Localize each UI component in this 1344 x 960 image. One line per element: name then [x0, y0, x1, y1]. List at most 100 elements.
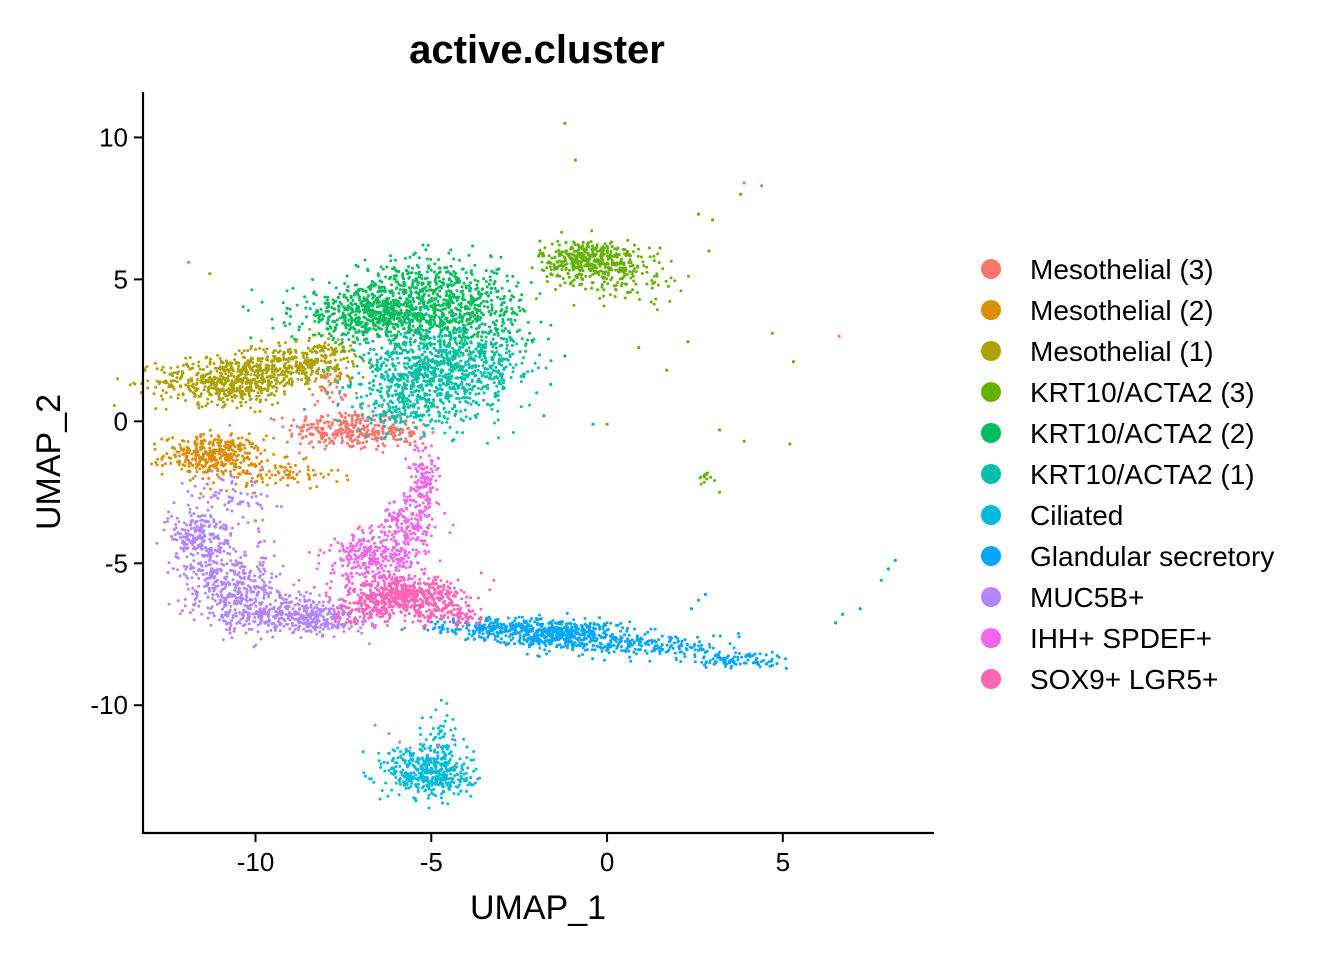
data-point: [255, 456, 259, 460]
data-point: [196, 450, 200, 454]
data-point: [344, 394, 348, 398]
data-point: [509, 376, 513, 379]
data-point: [335, 323, 339, 327]
data-point: [467, 362, 471, 366]
data-point: [742, 439, 746, 443]
data-point: [452, 257, 456, 261]
data-point: [321, 368, 325, 372]
data-point: [364, 308, 368, 312]
data-point: [296, 480, 300, 484]
data-point: [357, 427, 360, 431]
data-point: [170, 372, 174, 376]
data-point: [597, 270, 601, 274]
data-point: [548, 261, 552, 265]
data-point: [505, 340, 509, 344]
data-point: [354, 391, 358, 395]
data-point: [286, 350, 290, 354]
data-point: [216, 438, 220, 442]
data-point: [208, 362, 212, 366]
data-point: [460, 328, 464, 332]
data-point: [303, 382, 307, 386]
data-point: [379, 394, 383, 398]
data-point: [446, 390, 450, 394]
data-point: [395, 269, 399, 273]
data-point: [188, 469, 192, 473]
data-point: [330, 391, 334, 394]
data-point: [607, 271, 610, 275]
data-point: [232, 375, 236, 379]
data-point: [610, 276, 614, 280]
data-point: [132, 381, 135, 385]
data-point: [301, 435, 305, 439]
data-point: [187, 447, 191, 451]
data-point: [469, 269, 473, 273]
data-point: [359, 322, 363, 326]
data-point: [645, 282, 649, 286]
data-point: [563, 263, 567, 267]
data-point: [368, 381, 371, 385]
data-point: [356, 439, 360, 443]
data-point: [248, 398, 252, 402]
data-point: [602, 276, 605, 280]
data-point: [434, 349, 438, 353]
data-point: [427, 336, 431, 340]
data-point: [459, 789, 463, 793]
data-point: [254, 383, 258, 387]
data-point: [153, 361, 157, 365]
data-point: [426, 796, 430, 800]
data-point: [389, 340, 393, 343]
data-point: [469, 758, 473, 762]
data-point: [260, 477, 264, 481]
data-point: [362, 353, 366, 357]
data-point: [156, 457, 160, 461]
data-point: [614, 268, 618, 272]
data-point: [505, 274, 509, 278]
data-point: [511, 352, 515, 356]
data-point: [353, 341, 357, 344]
data-point: [259, 398, 263, 402]
data-point: [224, 458, 228, 462]
data-point: [484, 280, 488, 284]
data-point: [379, 375, 383, 379]
data-point: [431, 324, 435, 328]
data-point: [155, 367, 159, 371]
data-point: [412, 311, 416, 315]
data-point: [176, 365, 180, 369]
data-point: [442, 362, 446, 366]
data-point: [239, 400, 242, 404]
data-point: [270, 403, 274, 407]
data-point: [346, 285, 350, 289]
data-point: [410, 383, 414, 387]
data-point: [333, 351, 337, 355]
data-point: [425, 270, 429, 274]
data-point: [472, 314, 476, 318]
data-point: [557, 243, 561, 247]
data-point: [393, 414, 396, 418]
data-point: [303, 367, 307, 371]
data-point: [409, 411, 413, 415]
data-point: [421, 362, 425, 366]
data-point: [353, 353, 357, 356]
data-point: [498, 344, 502, 348]
data-point: [490, 298, 493, 302]
data-point: [652, 302, 656, 306]
data-point: [626, 238, 630, 242]
data-point: [267, 364, 271, 368]
data-point: [253, 410, 257, 414]
data-point: [323, 447, 327, 451]
data-point: [401, 341, 405, 345]
data-point: [329, 346, 333, 350]
data-point: [270, 367, 274, 371]
data-point: [296, 377, 300, 381]
data-point: [458, 400, 462, 404]
data-point: [619, 262, 623, 266]
data-point: [508, 331, 512, 335]
data-point: [342, 305, 346, 309]
data-point: [284, 341, 287, 345]
data-point: [411, 324, 415, 328]
data-point: [265, 473, 268, 477]
data-point: [330, 439, 334, 443]
data-point: [359, 287, 362, 291]
data-point: [323, 301, 327, 305]
data-point: [266, 358, 270, 362]
